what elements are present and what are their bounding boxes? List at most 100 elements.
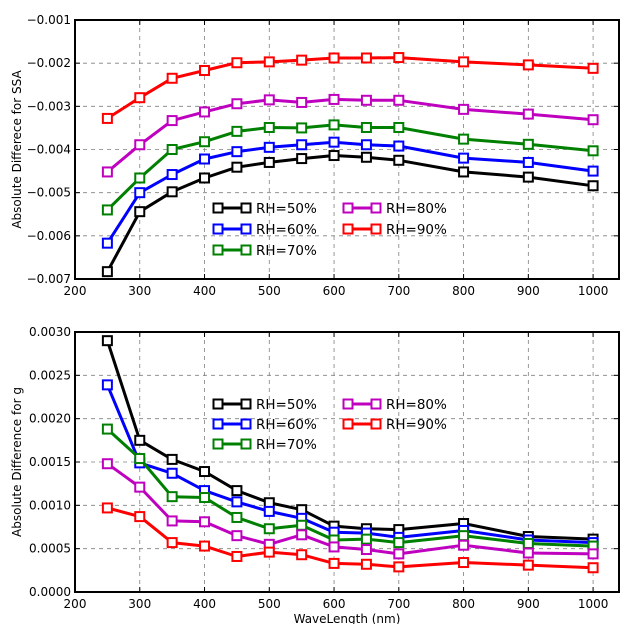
data-point (166, 169, 178, 181)
y-tick-label: 0.0025 (29, 368, 71, 382)
data-point (360, 544, 372, 556)
data-point (296, 504, 308, 516)
x-tick-label: 1000 (578, 597, 609, 611)
data-point (587, 548, 599, 560)
data-point (458, 530, 470, 542)
data-point (134, 92, 146, 104)
data-point (587, 180, 599, 192)
data-point (522, 559, 534, 571)
x-tick-label: 900 (517, 597, 540, 611)
data-point (231, 98, 243, 110)
data-point (522, 108, 534, 120)
g-panel: 200 300 400 500 600 700 800 900 1000 0.0000 0.0005… (10, 325, 620, 626)
data-point (231, 485, 243, 497)
data-point (134, 139, 146, 151)
data-point (522, 547, 534, 559)
data-point (231, 57, 243, 69)
series-line (106, 123, 594, 211)
legend-label: RH=90% (386, 417, 447, 433)
data-point (296, 96, 308, 108)
legend-label: RH=70% (256, 243, 317, 259)
data-point (166, 453, 178, 465)
legend-marker (240, 202, 252, 214)
x-tick-label: 500 (258, 284, 281, 298)
legend-marker (212, 438, 224, 450)
x-tick-label: 700 (387, 284, 410, 298)
data-point (263, 156, 275, 168)
legend-marker (240, 244, 252, 256)
data-point (587, 62, 599, 74)
x-tick-label: 500 (258, 597, 281, 611)
data-point (101, 335, 113, 347)
data-point (296, 122, 308, 134)
data-point (263, 141, 275, 153)
x-tick-label: 800 (452, 284, 475, 298)
data-point (393, 561, 405, 573)
data-point (263, 505, 275, 517)
data-point (393, 548, 405, 560)
data-point (587, 165, 599, 177)
data-point (458, 152, 470, 164)
data-point (199, 516, 211, 528)
legend-label: RH=70% (256, 437, 317, 453)
data-point (328, 557, 340, 569)
data-point (296, 139, 308, 151)
data-point (393, 52, 405, 64)
data-point (134, 511, 146, 523)
data-point (263, 523, 275, 535)
data-point (587, 114, 599, 126)
legend-marker (342, 202, 354, 214)
legend-marker (370, 223, 382, 235)
data-point (522, 156, 534, 168)
legend-marker (240, 438, 252, 450)
y-tick-label: 0.0010 (29, 498, 71, 512)
data-point (199, 466, 211, 478)
y-tick-label: −0.002 (27, 56, 71, 70)
data-point (134, 481, 146, 493)
data-point (458, 133, 470, 145)
data-point (328, 541, 340, 553)
x-tick-label: 400 (193, 284, 216, 298)
data-point (263, 497, 275, 509)
x-tick-label: 300 (128, 284, 151, 298)
data-point (296, 54, 308, 66)
data-point (296, 529, 308, 541)
data-point (296, 519, 308, 531)
legend-marker (212, 398, 224, 410)
y-tick-label: 0.0005 (29, 542, 71, 556)
data-point (522, 171, 534, 183)
legend-marker (212, 202, 224, 214)
legend-label: RH=80% (386, 397, 447, 413)
data-point (360, 151, 372, 163)
x-tick-label: 1000 (578, 284, 609, 298)
data-point (134, 434, 146, 446)
data-point (166, 537, 178, 549)
data-point (166, 467, 178, 479)
data-point (134, 187, 146, 199)
data-point (134, 206, 146, 218)
data-point (199, 136, 211, 148)
data-point (328, 93, 340, 105)
y-axis-label: Absolute Differece for SSA (10, 70, 24, 229)
data-point (101, 458, 113, 470)
data-point (393, 537, 405, 549)
data-point (263, 546, 275, 558)
data-point (166, 186, 178, 198)
data-point (199, 492, 211, 504)
data-point (231, 530, 243, 542)
data-point (360, 94, 372, 106)
series-line (106, 154, 594, 273)
y-tick-label: −0.005 (27, 186, 71, 200)
data-point (458, 56, 470, 68)
data-point (360, 533, 372, 545)
x-tick-label: 600 (323, 284, 346, 298)
legend-marker (212, 418, 224, 430)
y-axis-label: Absolute Difference for g (10, 387, 24, 537)
data-point (231, 496, 243, 508)
data-point (101, 379, 113, 391)
data-point (587, 562, 599, 574)
series-line (106, 56, 594, 120)
legend-label: RH=50% (256, 397, 317, 413)
